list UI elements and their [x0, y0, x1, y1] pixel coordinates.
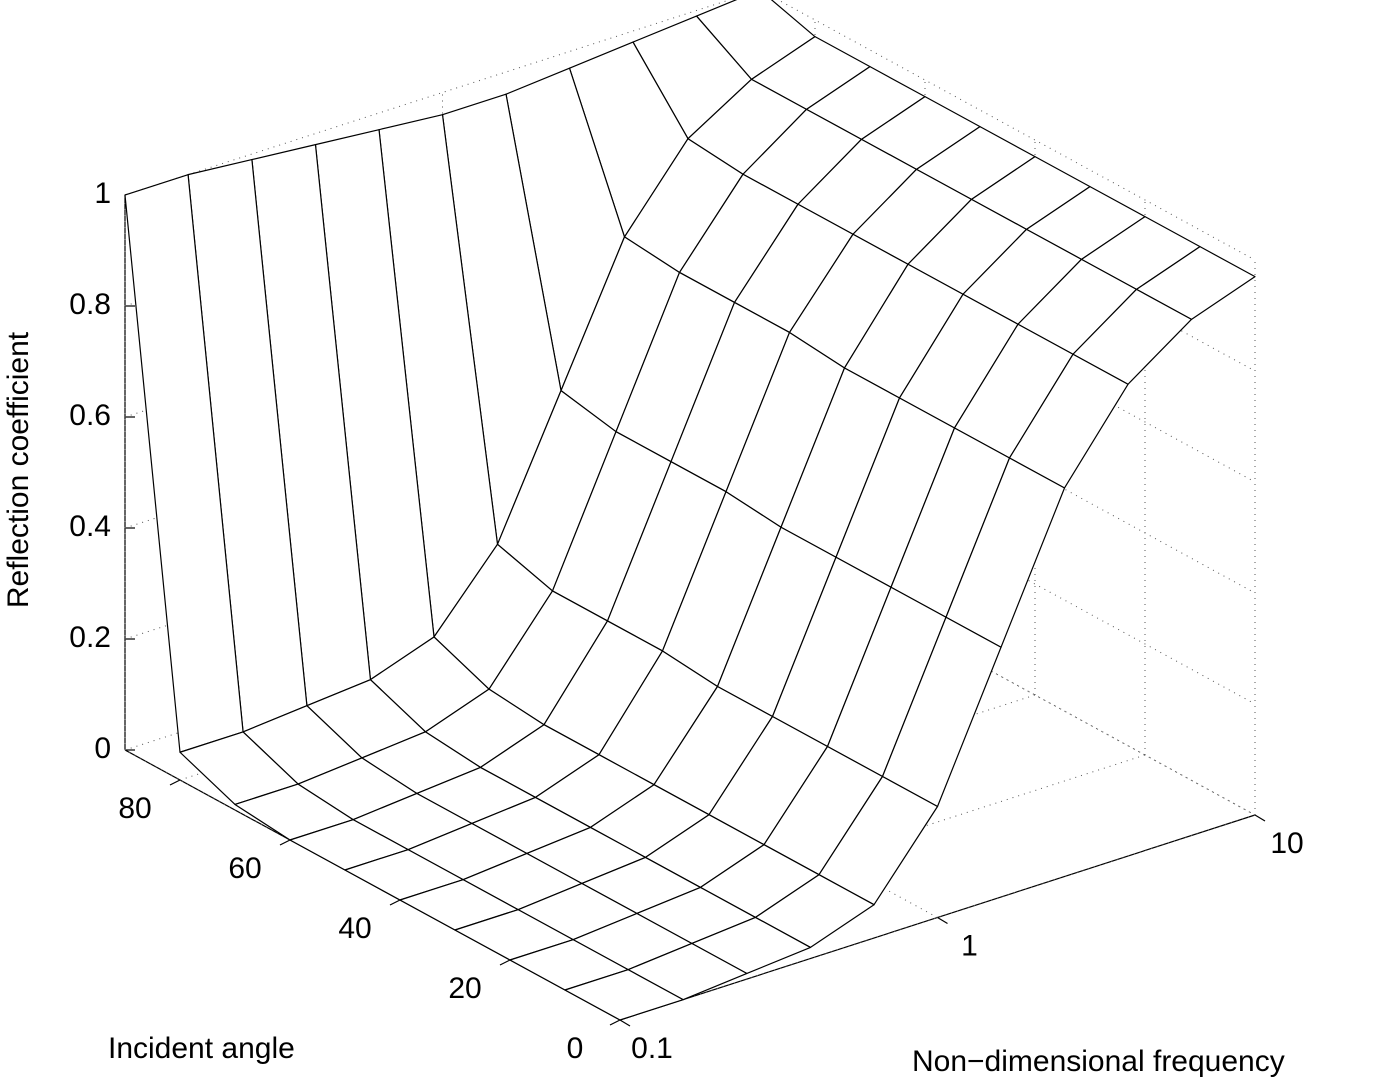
y-tick [389, 899, 401, 906]
y-tick [499, 959, 511, 966]
y-tick-label: 20 [448, 972, 481, 1005]
x-tick-label: 10 [1270, 827, 1303, 860]
x-tick-label: 1 [961, 929, 978, 962]
y-tick-label: 40 [338, 912, 371, 945]
y-tick [169, 779, 181, 786]
z-tick-label: 1 [94, 177, 111, 210]
z-tick-label: 0.4 [69, 510, 111, 543]
x-tick [619, 1019, 631, 1027]
z-axis-label: Reflection coefficient [2, 331, 35, 608]
surface-cell [564, 969, 684, 1021]
x-tick [1254, 814, 1266, 822]
y-tick-label: 80 [118, 792, 151, 825]
z-tick-label: 0.8 [69, 288, 111, 321]
z-tick-label: 0.6 [69, 399, 111, 432]
y-tick-label: 0 [567, 1032, 584, 1065]
z-tick-label: 0.2 [69, 621, 111, 654]
z-tick-label: 0 [94, 732, 111, 765]
y-tick [279, 839, 291, 846]
y-tick [609, 1019, 621, 1026]
x-tick [937, 916, 948, 925]
x-tick-label: 0.1 [631, 1032, 673, 1065]
y-tick-label: 60 [228, 852, 261, 885]
y-axis-label: Incident angle [108, 1032, 295, 1065]
x-axis-label: Non−dimensional frequency [912, 1045, 1285, 1078]
